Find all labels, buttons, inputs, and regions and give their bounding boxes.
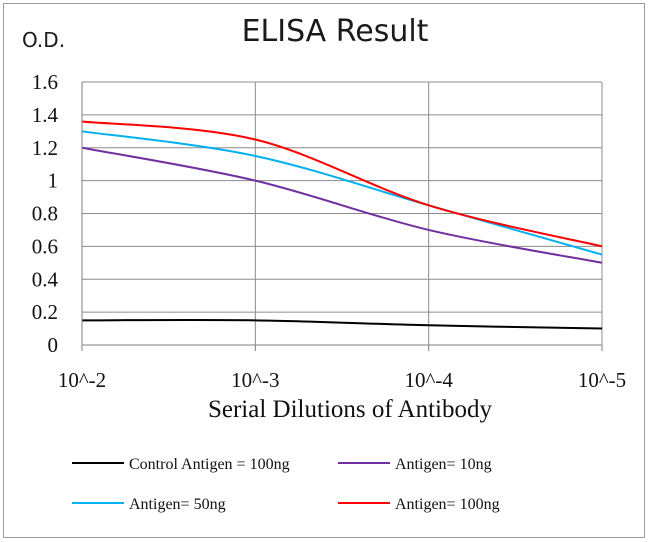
- y-tick-label: 1.4: [32, 103, 59, 127]
- chart-title: ELISA Result: [241, 14, 429, 49]
- axes: [81, 82, 603, 351]
- x-tick-label: 10^-5: [578, 368, 626, 392]
- x-tick-label: 10^-3: [231, 368, 279, 392]
- legend-label-1: Control Antigen = 100ng: [129, 456, 290, 473]
- series-line-1: [81, 318, 603, 330]
- legend: Control Antigen = 100ng Antigen= 10ng Anti…: [72, 456, 500, 513]
- y-tick-label: 0.4: [32, 267, 59, 291]
- series-lines: [81, 120, 603, 330]
- grid-lines: [81, 81, 603, 346]
- y-tick-label: 0: [48, 333, 59, 357]
- y-tick-label: 0.8: [32, 202, 58, 226]
- y-axis-label: O.D.: [22, 28, 66, 52]
- y-tick-label: 1.6: [32, 70, 58, 94]
- legend-label-4: Antigen= 100ng: [395, 496, 500, 513]
- y-tick-label: 0.6: [32, 234, 58, 258]
- legend-label-2: Antigen= 10ng: [395, 456, 492, 473]
- y-tick-label: 1.2: [32, 136, 58, 160]
- series-line-2: [81, 146, 603, 264]
- legend-label-3: Antigen= 50ng: [129, 496, 226, 513]
- y-tick-label: 1: [48, 169, 59, 193]
- tick-labels: 0 0.2 0.4 0.6 0.8 1 1.2 1.4 1.6 10^-2 10^-3 10^-4 10…: [32, 70, 626, 392]
- chart-frame: [3, 3, 645, 538]
- x-tick-label: 10^-4: [404, 368, 453, 392]
- series-line-4: [81, 120, 603, 248]
- y-tick-label: 0.2: [32, 300, 58, 324]
- x-tick-label: 10^-2: [58, 368, 106, 392]
- x-axis-label: Serial Dilutions of Antibody: [207, 396, 493, 423]
- series-line-3: [81, 130, 603, 256]
